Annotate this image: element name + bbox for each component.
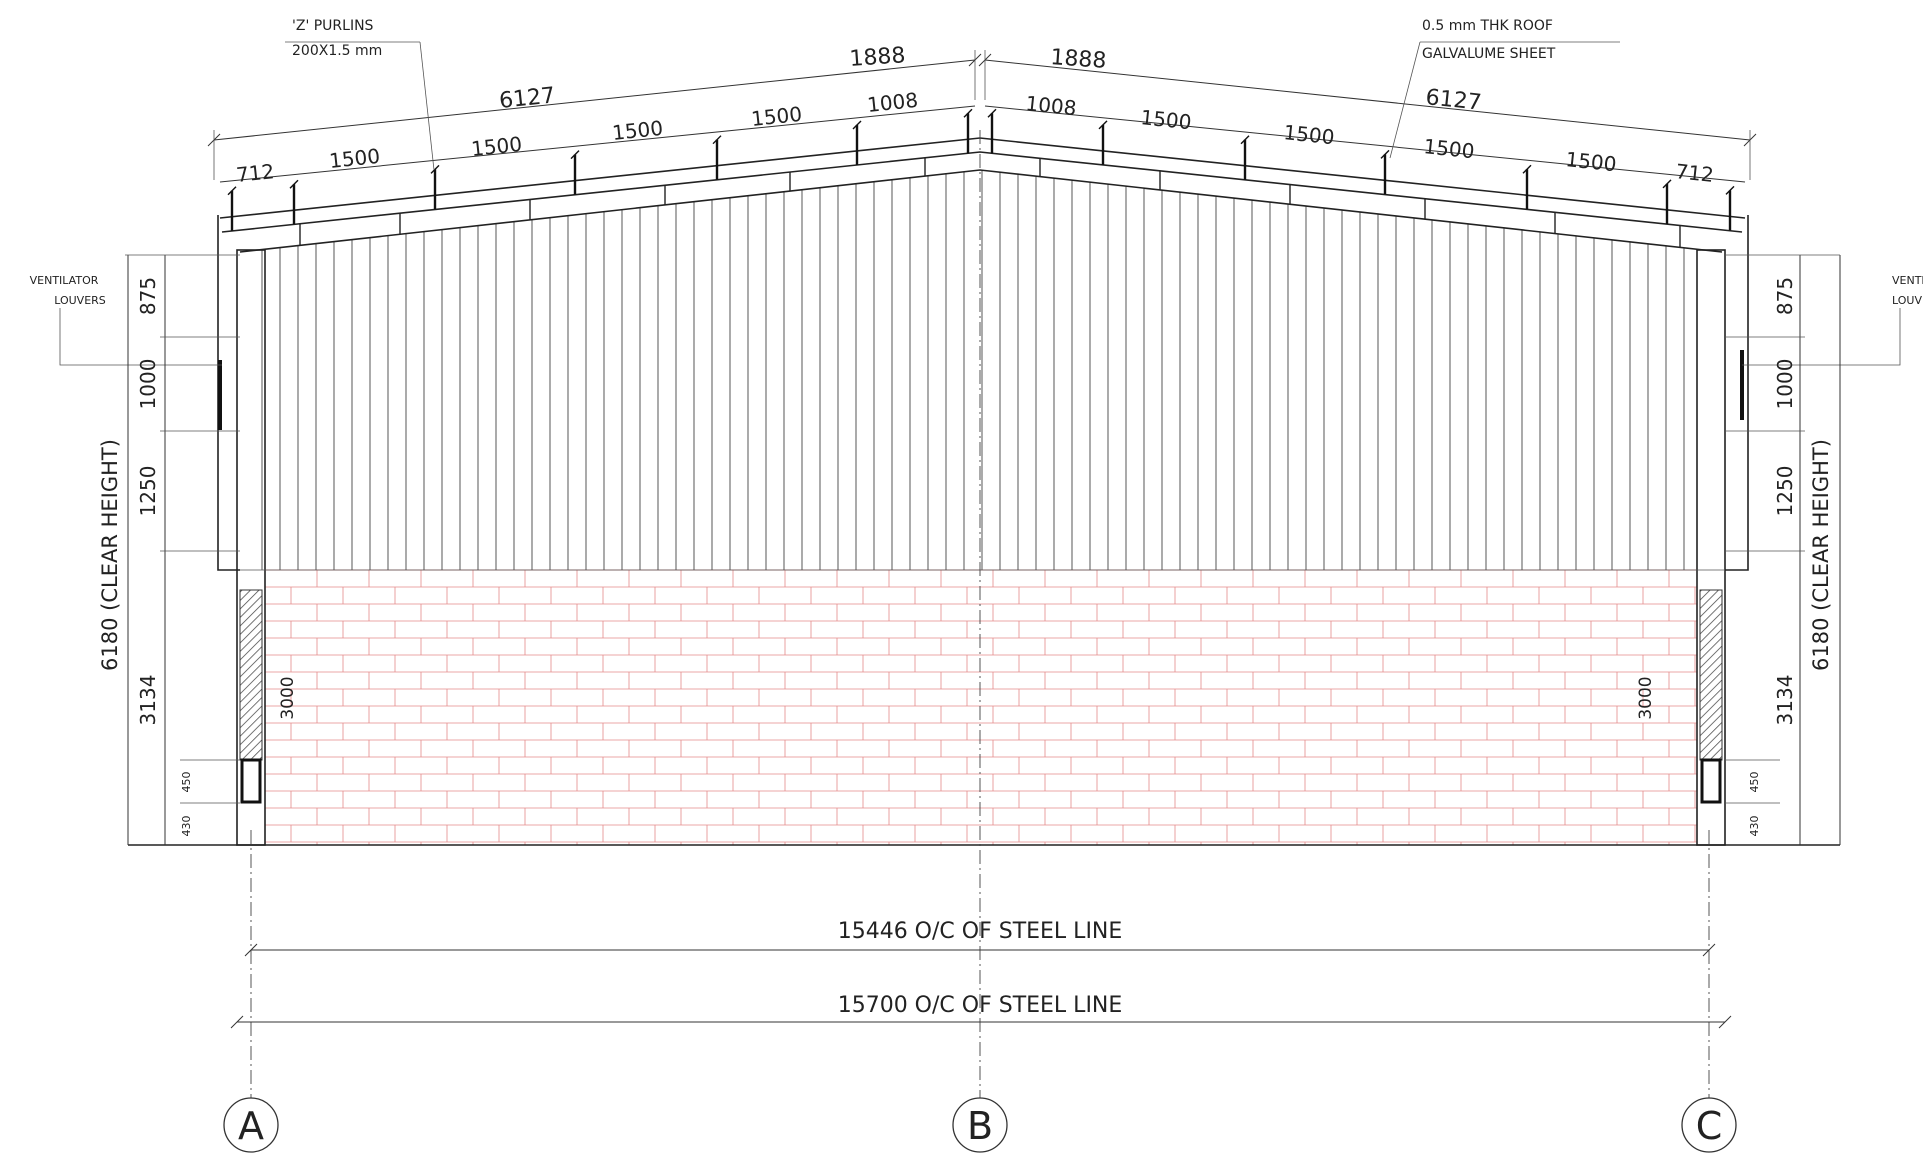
brick-wall-hatch xyxy=(264,569,1698,846)
roof-dim-1500-r4: 1500 xyxy=(1564,147,1617,176)
dim-1250-left: 1250 xyxy=(136,466,160,517)
clear-height-left: 6180 (CLEAR HEIGHT) xyxy=(98,439,122,671)
grid-bubble-c: C xyxy=(1681,1097,1737,1153)
roof-dim-1500-r1: 1500 xyxy=(1139,105,1192,134)
ventilator-left-line1: VENTILATOR xyxy=(30,274,99,287)
ventilator-right-line2: LOUVERS xyxy=(1892,294,1923,307)
dimension-steel-line-outer: 15700 O/C OF STEEL LINE xyxy=(230,993,1732,1029)
grid-label-c: C xyxy=(1696,1104,1723,1148)
roof-dim-1008-left: 1008 xyxy=(866,88,919,117)
roof-dim-1888-left: 1888 xyxy=(849,43,907,72)
column-right xyxy=(1696,249,1744,846)
dim-3134-left: 3134 xyxy=(136,675,160,726)
dim-3134-right: 3134 xyxy=(1773,675,1797,726)
side-dimensions-left: 6180 (CLEAR HEIGHT) 875 1000 1250 3134 3… xyxy=(98,254,298,845)
steel-line-outer-label: 15700 O/C OF STEEL LINE xyxy=(838,993,1123,1018)
roof-sheet-label-line1: 0.5 mm THK ROOF xyxy=(1422,18,1553,34)
dim-875-left: 875 xyxy=(136,277,160,315)
grid-bubble-b: B xyxy=(952,1097,1008,1153)
steel-line-inner-label: 15446 O/C OF STEEL LINE xyxy=(838,919,1123,944)
dim-875-right: 875 xyxy=(1773,277,1797,315)
roof-dim-6127-left: 6127 xyxy=(498,83,556,114)
roof-dim-712-left: 712 xyxy=(235,159,275,187)
dim-450-right: 450 xyxy=(1748,772,1761,793)
vertical-cladding-sheets xyxy=(261,170,1685,570)
grid-bubble-a: A xyxy=(223,1097,279,1153)
roof-dim-1500-l4: 1500 xyxy=(750,102,803,131)
dim-1250-right: 1250 xyxy=(1773,466,1797,517)
roof-dim-1888-right: 1888 xyxy=(1050,45,1108,74)
clear-height-right: 6180 (CLEAR HEIGHT) xyxy=(1809,439,1833,671)
dim-1000-right: 1000 xyxy=(1773,359,1797,410)
purlins-label-line2: 200X1.5 mm xyxy=(292,43,382,59)
roof-dim-1500-l1: 1500 xyxy=(328,144,381,173)
ventilator-callout-left: VENTILATOR LOUVERS xyxy=(30,274,222,366)
roof-dim-1008-right: 1008 xyxy=(1024,91,1077,120)
side-dimensions-right: 6180 (CLEAR HEIGHT) 875 1000 1250 3134 3… xyxy=(1636,254,1841,845)
ventilator-left-line2: LOUVERS xyxy=(54,294,106,307)
dimension-steel-line-inner: 15446 O/C OF STEEL LINE xyxy=(244,919,1716,957)
roof-sheet-label-line2: GALVALUME SHEET xyxy=(1422,46,1556,62)
dim-3000-right: 3000 xyxy=(1636,676,1656,719)
roof-dim-712-right: 712 xyxy=(1674,159,1714,187)
roof-structure xyxy=(207,50,1757,571)
dim-430-left: 430 xyxy=(180,816,193,837)
roof-dimensions: 6127 6127 1888 1888 712 1500 1500 1500 1… xyxy=(213,43,1751,187)
dim-450-left: 450 xyxy=(180,772,193,793)
roof-dim-6127-right: 6127 xyxy=(1424,85,1482,116)
roof-dim-1500-r2: 1500 xyxy=(1282,120,1335,149)
purlins-callout: 'Z' PURLINS 200X1.5 mm xyxy=(285,18,435,171)
column-left xyxy=(218,249,266,846)
grid-label-a: A xyxy=(238,1104,264,1148)
roof-dim-1500-l3: 1500 xyxy=(611,116,664,145)
dim-3000-left: 3000 xyxy=(278,676,298,719)
ventilator-right-line1: VENTILATOR xyxy=(1892,274,1923,287)
purlins-label-line1: 'Z' PURLINS xyxy=(292,18,374,34)
dim-430-right: 430 xyxy=(1748,816,1761,837)
roof-sheet-callout: 0.5 mm THK ROOF GALVALUME SHEET xyxy=(1389,18,1620,159)
roof-dim-1500-r3: 1500 xyxy=(1422,134,1475,163)
grid-label-b: B xyxy=(967,1104,993,1148)
roof-dim-1500-l2: 1500 xyxy=(470,132,523,161)
dim-1000-left: 1000 xyxy=(136,359,160,410)
ventilator-callout-right: VENTILATOR LOUVERS xyxy=(1742,274,1923,366)
